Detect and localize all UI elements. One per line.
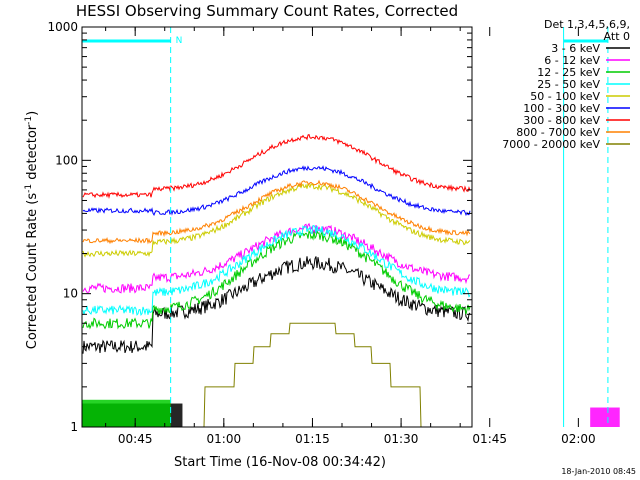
series-saa-fill-2 [82, 399, 171, 427]
legend-label-3: 25 - 50 keV [537, 78, 600, 91]
legend-label-2: 12 - 25 keV [537, 66, 600, 79]
y-tick-label-2: 100 [55, 153, 78, 167]
legend-label-4: 50 - 100 keV [530, 90, 600, 103]
y-tick-label-1: 10 [63, 287, 78, 301]
x-axis-label: Start Time (16-Nov-08 00:34:42) [174, 455, 386, 470]
plot-frame [81, 26, 473, 428]
legend-label-1: 6 - 12 keV [544, 54, 600, 67]
chart-title: HESSI Observing Summary Count Rates, Cor… [76, 2, 458, 20]
series-line-5 [82, 165, 471, 217]
y-tick-label-0: 1 [70, 420, 78, 434]
legend-label-7: 800 - 7000 keV [516, 126, 600, 139]
x-tick-label-4: 01:45 [472, 432, 507, 446]
legend-title-1: Det 1,3,4,5,6,9, [544, 18, 630, 31]
series-line-6 [82, 133, 471, 200]
series-line-4 [82, 182, 471, 258]
series-line-1 [82, 222, 471, 294]
x-tick-label-0: 00:45 [118, 432, 153, 446]
legend-label-8: 7000 - 20000 keV [502, 138, 600, 151]
y-axis-label: Corrected Count Rate (s-1 detector-1) [24, 111, 40, 349]
x-tick-label-3: 01:30 [384, 432, 419, 446]
marker-bar-label: N [176, 36, 183, 46]
footer-timestamp: 18-Jan-2010 08:45 [561, 467, 636, 476]
x-tick-label-1: 01:00 [207, 432, 242, 446]
series-line-7 [82, 179, 471, 245]
axes-frame: 1 10 100 1000 00:45 01:00 01:15 01:30 01:45 02:00 [47, 20, 595, 446]
x-tick-label-5: 02:00 [561, 432, 596, 446]
legend-label-6: 300 - 800 keV [523, 114, 600, 127]
series-line-3 [82, 225, 471, 317]
series-saa-fill-1 [590, 407, 620, 427]
legend-label-0: 3 - 6 keV [551, 42, 600, 55]
legend-title-2: Att 0 [604, 30, 630, 43]
series-line-2 [82, 229, 471, 330]
series-line-0 [82, 256, 471, 354]
y-tick-label-3: 1000 [47, 20, 78, 34]
time-markers: N [81, 27, 609, 427]
x-tick-label-2: 01:15 [295, 432, 330, 446]
series-lines [82, 133, 620, 428]
legend-label-5: 100 - 300 keV [523, 102, 600, 115]
